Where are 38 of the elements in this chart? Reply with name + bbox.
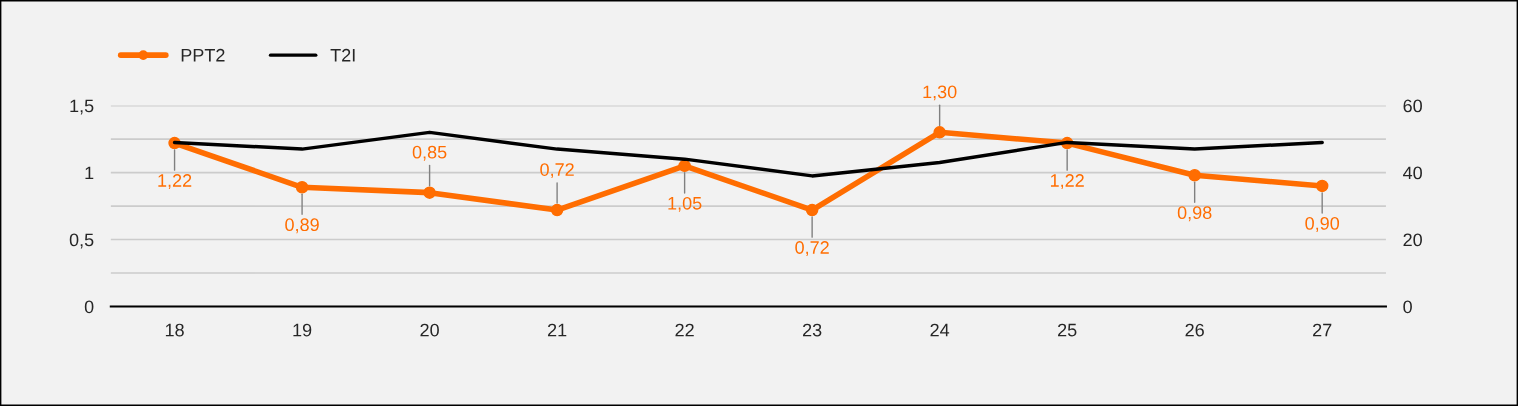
x-tick-label: 25 bbox=[1058, 323, 1077, 337]
legend-label: T2I bbox=[330, 48, 355, 62]
point bbox=[678, 159, 691, 173]
y-tick-label: 0,5 bbox=[69, 233, 94, 249]
x-tick-label: 18 bbox=[165, 323, 184, 337]
x-tick-label: 24 bbox=[930, 323, 950, 337]
y2-tick-label: 0 bbox=[1403, 300, 1412, 314]
x-tick-label: 20 bbox=[420, 323, 439, 337]
data-label: 0,98 bbox=[1177, 206, 1212, 222]
data-label: 1,05 bbox=[668, 196, 702, 212]
legend-label: PPT2 bbox=[181, 48, 225, 62]
y-tick-label: 1,5 bbox=[70, 99, 94, 115]
x-tick-label: 23 bbox=[803, 323, 822, 337]
data-label: 1,30 bbox=[923, 85, 957, 101]
data-label: 0,72 bbox=[795, 241, 829, 257]
x-tick-label: 22 bbox=[675, 323, 694, 337]
point bbox=[1188, 168, 1201, 182]
y2-tick-label: 20 bbox=[1403, 233, 1422, 247]
data-label: 0,90 bbox=[1305, 216, 1340, 232]
x-tick-label: 19 bbox=[293, 323, 312, 337]
y2-tick-label: 60 bbox=[1403, 99, 1422, 113]
data-label: 1,22 bbox=[158, 174, 192, 190]
x-tick-label: 21 bbox=[547, 323, 567, 337]
point bbox=[933, 126, 946, 139]
y-tick-label: 1 bbox=[85, 166, 94, 180]
x-tick-label: 26 bbox=[1185, 323, 1204, 337]
point bbox=[295, 181, 309, 194]
point bbox=[423, 186, 436, 199]
y2-tick-label: 40 bbox=[1403, 166, 1422, 180]
data-label: 1,22 bbox=[1050, 174, 1084, 190]
data-label: 0,72 bbox=[540, 163, 574, 179]
data-label: 0,89 bbox=[285, 218, 319, 234]
point bbox=[550, 203, 564, 217]
point bbox=[1315, 179, 1329, 193]
point bbox=[805, 203, 819, 217]
y-tick-label: 0 bbox=[84, 300, 94, 314]
data-label: 0,85 bbox=[412, 145, 447, 161]
x-tick-label: 27 bbox=[1313, 323, 1332, 337]
